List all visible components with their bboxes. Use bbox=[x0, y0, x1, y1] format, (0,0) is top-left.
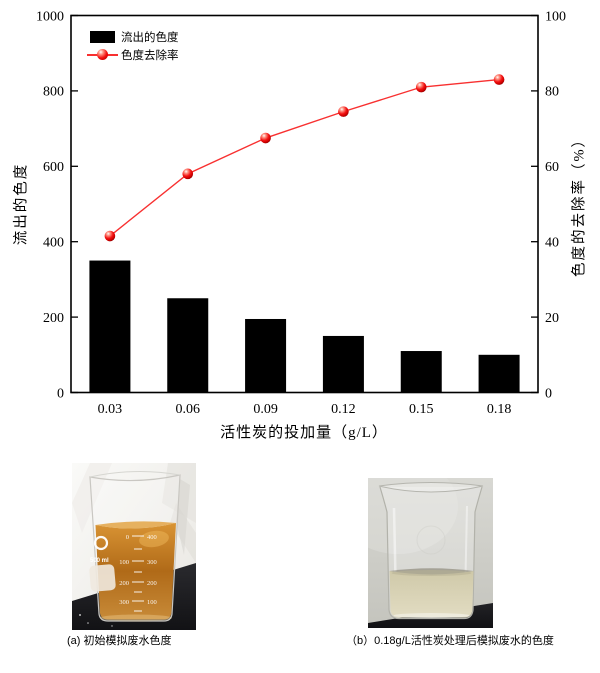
left-tick-label: 600 bbox=[43, 160, 64, 175]
data-point-0.03 bbox=[104, 230, 116, 242]
plot-frame bbox=[70, 14, 539, 394]
x-axis-title: 活性炭的投加量（g/L） bbox=[220, 425, 388, 441]
legend-bar-label: 流出的色度 bbox=[121, 31, 179, 44]
liquid-bottom-glow bbox=[100, 614, 172, 622]
bar-0.06 bbox=[167, 298, 209, 393]
beaker-a: 500 ml 0 100 200 300 400 300 200 100 bbox=[89, 470, 181, 622]
right-tick-label: 20 bbox=[545, 311, 559, 326]
right-tick-label: 0 bbox=[545, 386, 552, 401]
data-point-0.18 bbox=[493, 74, 505, 85]
x-tick-label: 0.09 bbox=[253, 402, 278, 417]
bar-0.03 bbox=[89, 260, 131, 393]
chart-canvas: 0.03 0.06 0.09 0.12 0.15 0.180200400600800100… bbox=[36, 9, 566, 417]
liquid-surface bbox=[391, 570, 472, 576]
left-tick-label: 200 bbox=[43, 311, 64, 326]
table-specks bbox=[79, 614, 113, 627]
svg-text:300: 300 bbox=[119, 599, 129, 606]
beaker-b bbox=[378, 482, 484, 620]
left-tick-label: 0 bbox=[57, 386, 64, 401]
legend-bar-swatch-icon bbox=[90, 30, 115, 43]
beaker-rim bbox=[378, 482, 484, 493]
wall-light-patch bbox=[368, 478, 458, 554]
svg-text:400: 400 bbox=[147, 534, 157, 541]
data-point-0.15 bbox=[415, 81, 427, 93]
beaker-rim bbox=[89, 470, 181, 478]
left-axis-title: 流出的色度 bbox=[13, 162, 30, 246]
liquid-highlight bbox=[139, 530, 169, 548]
legend-entry-bars: 流出的色度 bbox=[90, 29, 179, 44]
bar-0.12 bbox=[322, 335, 364, 393]
x-tick-label: 0.06 bbox=[176, 402, 201, 417]
right-axis-title: 色度的去除率（%） bbox=[571, 130, 588, 278]
x-tick-label: 0.03 bbox=[98, 402, 123, 417]
bar-0.18 bbox=[478, 354, 520, 393]
right-tick-label: 60 bbox=[545, 160, 559, 175]
removal-rate-line bbox=[109, 78, 500, 237]
graduation-numbers: 0 100 200 300 400 300 200 100 bbox=[119, 534, 157, 606]
graduation-marks bbox=[132, 535, 144, 612]
legend-line-label: 色度去除率 bbox=[121, 49, 179, 62]
liquid-surface bbox=[95, 521, 176, 529]
legend-entry-line: 色度去除率 bbox=[87, 47, 179, 62]
svg-text:300: 300 bbox=[147, 559, 157, 566]
beaker-white-patch bbox=[89, 564, 116, 592]
svg-text:100: 100 bbox=[147, 599, 157, 606]
beaker-volume-label: 500 ml bbox=[90, 558, 109, 564]
caption-photo-b: （b）0.18g/L活性炭处理后模拟废水的色度 bbox=[346, 635, 554, 647]
svg-text:200: 200 bbox=[119, 580, 129, 587]
photo-initial-wastewater: 500 ml 0 100 200 300 400 300 200 100 bbox=[72, 463, 196, 630]
left-tick-label: 1000 bbox=[36, 9, 64, 24]
right-tick-label: 40 bbox=[545, 236, 559, 251]
bar-0.09 bbox=[245, 318, 287, 393]
data-point-0.09 bbox=[260, 132, 271, 144]
chart-legend: 流出的色度 色度去除率 bbox=[87, 29, 179, 65]
right-tick-label: 100 bbox=[545, 9, 566, 24]
left-tick-label: 400 bbox=[43, 236, 64, 251]
amber-liquid bbox=[95, 523, 176, 620]
glass-emboss bbox=[416, 525, 446, 555]
legend-line-marker-icon bbox=[87, 49, 118, 60]
svg-text:100: 100 bbox=[119, 559, 129, 566]
beaker-brand-logo-icon bbox=[93, 535, 109, 551]
svg-text:200: 200 bbox=[147, 580, 157, 587]
pale-liquid bbox=[389, 571, 474, 618]
bar-0.15 bbox=[400, 351, 442, 393]
data-point-0.06 bbox=[182, 168, 194, 180]
svg-text:0: 0 bbox=[126, 534, 129, 541]
x-tick-label: 0.18 bbox=[487, 402, 512, 417]
data-point-0.12 bbox=[338, 106, 349, 117]
right-tick-label: 80 bbox=[545, 85, 559, 100]
left-tick-label: 800 bbox=[43, 85, 64, 100]
caption-photo-a: (a) 初始模拟废水色度 bbox=[67, 635, 172, 647]
x-tick-label: 0.12 bbox=[331, 402, 356, 417]
combo-chart: 0.03 0.06 0.09 0.12 0.15 0.18 0 200 400 600 800 100… bbox=[13, 9, 588, 441]
x-tick-label: 0.15 bbox=[409, 402, 434, 417]
photo-treated-wastewater bbox=[368, 478, 493, 628]
liquid-bottom-glow bbox=[393, 613, 470, 618]
